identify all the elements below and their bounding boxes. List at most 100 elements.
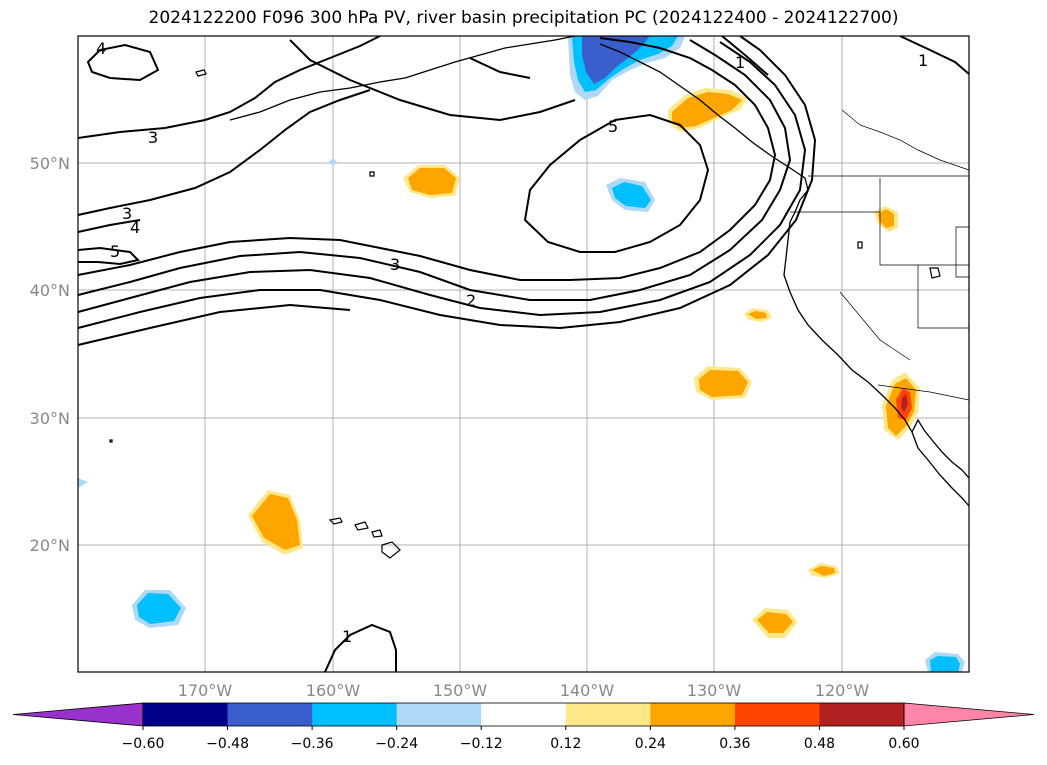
lon-label: 120°W xyxy=(815,681,870,700)
island xyxy=(195,69,207,77)
precip-area-pos xyxy=(252,494,300,550)
colorbar-outline xyxy=(142,702,905,727)
pv-contour xyxy=(77,303,351,346)
map-background xyxy=(78,36,969,672)
contour-label: 1 xyxy=(918,51,928,70)
colorbar-cell xyxy=(227,703,313,726)
contour-label: 3 xyxy=(390,255,400,274)
coastline-aleutians xyxy=(229,77,406,121)
pv-contour xyxy=(77,39,792,301)
lat-label: 50°N xyxy=(30,154,70,173)
coastline-baja xyxy=(911,418,970,479)
coastline-alaska-bc xyxy=(404,35,809,223)
colorbar-tick-label: −0.48 xyxy=(206,736,249,752)
island xyxy=(109,439,113,443)
longitude-labels: 170°W 160°W 150°W 140°W 130°W 120°W xyxy=(178,681,870,700)
precip-area-pos xyxy=(699,370,748,397)
pv-contour xyxy=(86,43,160,82)
lat-label: 40°N xyxy=(30,281,70,300)
precip-area-neg xyxy=(137,593,181,624)
precip-area-neg xyxy=(930,656,960,672)
colorbar-tick-label: −0.12 xyxy=(460,736,503,752)
pv-contour xyxy=(289,39,576,122)
colorbar-tick-label: −0.36 xyxy=(291,736,334,752)
contour-label: 2 xyxy=(466,291,476,310)
coastline-west-us xyxy=(783,221,970,507)
contour-label: 1 xyxy=(342,627,352,646)
contour-labels: 4 3 3 4 5 3 2 5 1 1 1 xyxy=(96,39,928,646)
lat-label: 30°N xyxy=(30,409,70,428)
precip-area-neg xyxy=(582,36,650,84)
pv-contour xyxy=(469,57,531,79)
pv-contours xyxy=(77,35,970,673)
contour-label: 3 xyxy=(122,204,132,223)
contour-label: 1 xyxy=(735,53,745,72)
lat-label: 20°N xyxy=(30,536,70,555)
colorbar-extend-low xyxy=(12,702,144,727)
island xyxy=(369,171,375,177)
border-canada-province xyxy=(841,109,970,171)
pv-contour xyxy=(77,89,371,216)
pv-contour xyxy=(721,35,769,76)
colorbar-cell xyxy=(819,703,905,726)
precip-area-pos xyxy=(748,311,767,319)
precip-area-pos xyxy=(408,168,456,195)
precip-area-pos xyxy=(672,92,742,128)
contour-label: 4 xyxy=(96,39,106,58)
precip-area-neg xyxy=(612,182,651,208)
colorbar: −0.60 −0.48 −0.36 −0.24 −0.12 0.12 0.24 0.36 0.4… xyxy=(12,702,1035,752)
contour-label: 5 xyxy=(110,242,120,261)
island xyxy=(857,241,863,249)
lon-label: 140°W xyxy=(560,681,615,700)
pv-contour xyxy=(899,35,970,75)
colorbar-extend-high xyxy=(903,702,1035,727)
colorbar-ticks: −0.60 −0.48 −0.36 −0.24 −0.12 0.12 0.24 0.36 0.4… xyxy=(122,726,920,752)
colorbar-cell xyxy=(312,703,398,726)
island xyxy=(354,521,369,531)
contour-label: 4 xyxy=(130,218,140,237)
colorbar-cell xyxy=(396,703,482,726)
islands xyxy=(109,69,941,559)
precip-area-neg xyxy=(329,158,337,166)
colorbar-tick-label: 0.60 xyxy=(888,736,919,752)
border-us-mexico xyxy=(877,384,970,401)
precip-shading xyxy=(78,36,965,672)
precip-area-pos xyxy=(878,209,894,228)
pv-contour xyxy=(77,37,777,281)
pv-contour xyxy=(77,41,807,317)
coastlines xyxy=(229,35,970,507)
contour-label: 3 xyxy=(148,128,158,147)
island xyxy=(328,517,343,525)
pv-contour xyxy=(77,35,817,330)
map-frame xyxy=(77,35,970,673)
island xyxy=(381,541,401,559)
map-title: 2024122200 F096 300 hPa PV, river basin … xyxy=(148,8,899,28)
border-ca-nv xyxy=(839,291,911,361)
colorbar-tick-label: 0.36 xyxy=(719,736,750,752)
precip-area-pos xyxy=(757,612,793,633)
pv-contour xyxy=(324,623,397,673)
colorbar-tick-label: −0.60 xyxy=(122,736,165,752)
colorbar-tick-label: 0.12 xyxy=(550,736,581,752)
colorbar-cell xyxy=(143,703,229,726)
contour-label: 5 xyxy=(608,117,618,136)
lon-label: 160°W xyxy=(306,681,361,700)
colorbar-cell xyxy=(481,703,567,726)
colorbar-cell xyxy=(734,703,820,726)
border-states xyxy=(917,265,969,329)
colorbar-tick-label: 0.48 xyxy=(804,736,835,752)
island xyxy=(929,267,941,279)
latitude-labels: 50°N 40°N 30°N 20°N xyxy=(30,154,70,555)
lon-label: 170°W xyxy=(178,681,233,700)
island xyxy=(371,529,383,538)
graticule xyxy=(78,36,969,672)
lon-label: 130°W xyxy=(687,681,742,700)
pv-contour xyxy=(77,219,141,233)
pv-contour xyxy=(523,113,710,253)
colorbar-cells xyxy=(12,702,1035,727)
pv-contour xyxy=(77,246,140,266)
precip-area-pos xyxy=(901,394,908,412)
precip-area-pos xyxy=(812,566,835,576)
colorbar-tick-label: 0.24 xyxy=(635,736,666,752)
